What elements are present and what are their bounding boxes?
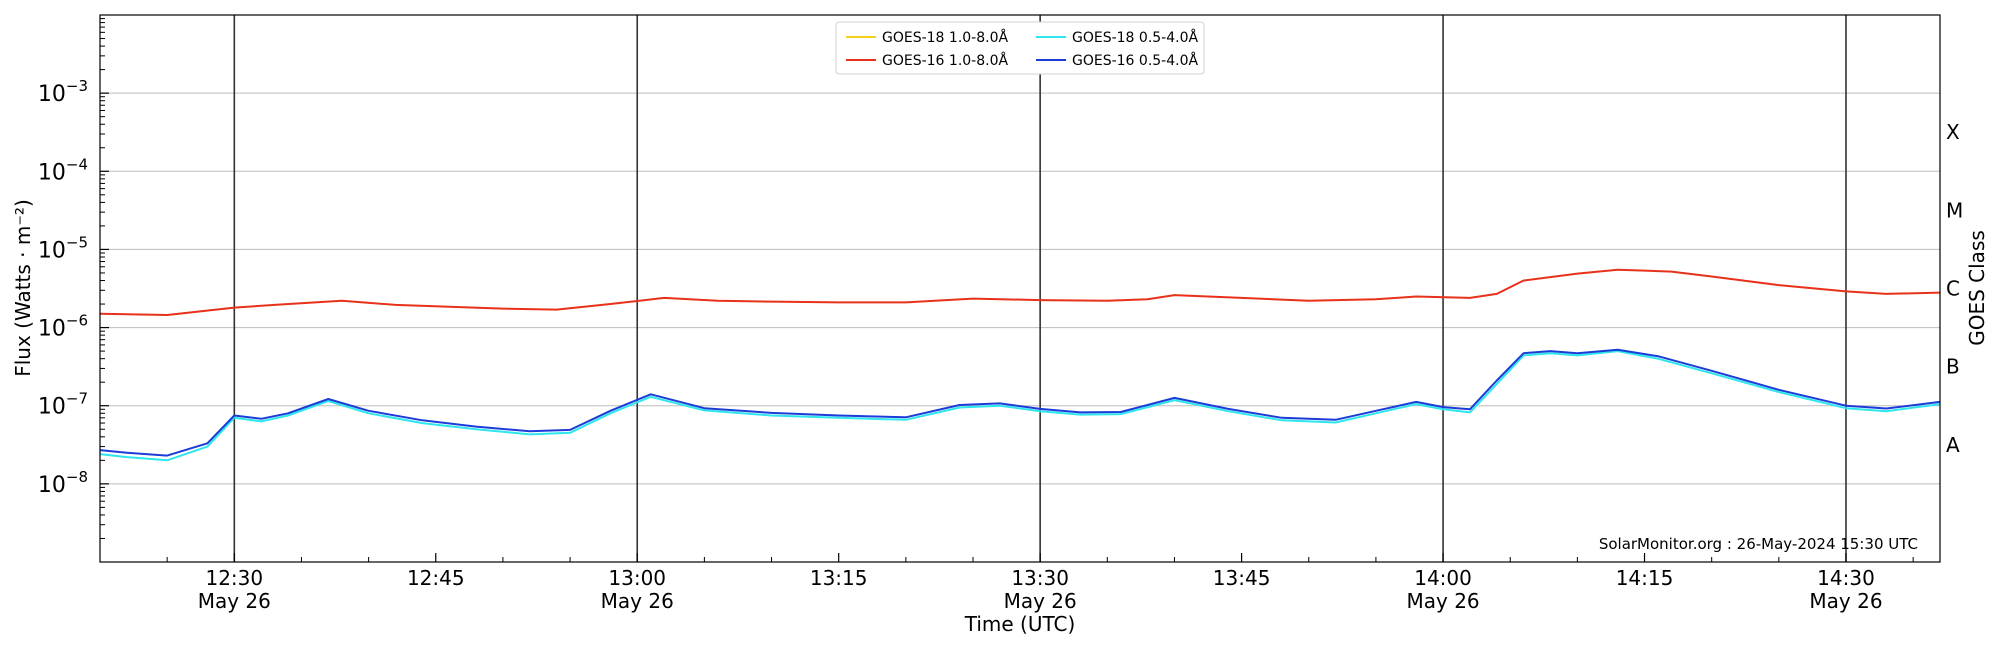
y-tick-label-5: 10−3 bbox=[38, 77, 88, 107]
y-axis-label: Flux (Watts · m⁻²) bbox=[11, 199, 35, 377]
plot-frame bbox=[99, 14, 1941, 563]
x-tick-date-2: May 26 bbox=[601, 589, 674, 613]
x-tick-date-6: May 26 bbox=[1406, 589, 1479, 613]
legend-label-2: GOES-18 0.5-4.0Å bbox=[1072, 29, 1198, 46]
gridlines bbox=[100, 92, 1940, 485]
y-tick-label-2: 10−6 bbox=[38, 312, 88, 342]
series-line-3 bbox=[99, 348, 1941, 457]
y-tick-label-1: 10−7 bbox=[38, 390, 88, 420]
x-tick-date-4: May 26 bbox=[1004, 589, 1077, 613]
x-tick-label-6: 14:00 bbox=[1414, 566, 1472, 590]
timestamp-annotation: SolarMonitor.org : 26-May-2024 15:30 UTC bbox=[1599, 535, 1918, 553]
x-tick-label-0: 12:30 bbox=[205, 566, 263, 590]
x-tick-label-5: 13:45 bbox=[1213, 566, 1271, 590]
y2-axis-label: GOES Class bbox=[1965, 230, 1989, 346]
x-tick-date-0: May 26 bbox=[198, 589, 271, 613]
y-ticks: 10−8 10−7 10−6 10−5 10−4 10−3 bbox=[38, 18, 109, 539]
goes-class-labels: A B C M X bbox=[1946, 120, 1963, 457]
x-tick-label-3: 13:15 bbox=[810, 566, 868, 590]
goes-class-c: C bbox=[1946, 277, 1960, 301]
series-line-2 bbox=[99, 350, 1941, 462]
x-tick-label-4: 13:30 bbox=[1011, 566, 1069, 590]
vertical-day-lines bbox=[233, 15, 1847, 562]
x-tick-label-2: 13:00 bbox=[608, 566, 666, 590]
series-line-1 bbox=[99, 268, 1941, 316]
x-axis-label: Time (UTC) bbox=[964, 612, 1076, 636]
goes-class-m: M bbox=[1946, 198, 1963, 222]
legend-label-3: GOES-16 0.5-4.0Å bbox=[1072, 52, 1198, 69]
legend-label-0: GOES-18 1.0-8.0Å bbox=[882, 29, 1008, 46]
y-tick-label-4: 10−4 bbox=[38, 155, 88, 185]
legend-box bbox=[835, 21, 1205, 75]
x-tick-date-8: May 26 bbox=[1809, 589, 1882, 613]
x-tick-label-1: 12:45 bbox=[407, 566, 465, 590]
x-tick-label-8: 14:30 bbox=[1817, 566, 1875, 590]
x-tick-label-7: 14:15 bbox=[1616, 566, 1674, 590]
goes-class-x: X bbox=[1946, 120, 1960, 144]
legend-label-1: GOES-16 1.0-8.0Å bbox=[882, 52, 1008, 69]
goes-class-b: B bbox=[1946, 355, 1960, 379]
goes-class-a: A bbox=[1946, 433, 1960, 457]
y-tick-label-0: 10−8 bbox=[38, 468, 88, 498]
legend: GOES-18 1.0-8.0Å GOES-16 1.0-8.0Å GOES-18 … bbox=[835, 21, 1205, 75]
series-lines bbox=[99, 268, 1941, 462]
y-tick-label-3: 10−5 bbox=[38, 233, 88, 263]
